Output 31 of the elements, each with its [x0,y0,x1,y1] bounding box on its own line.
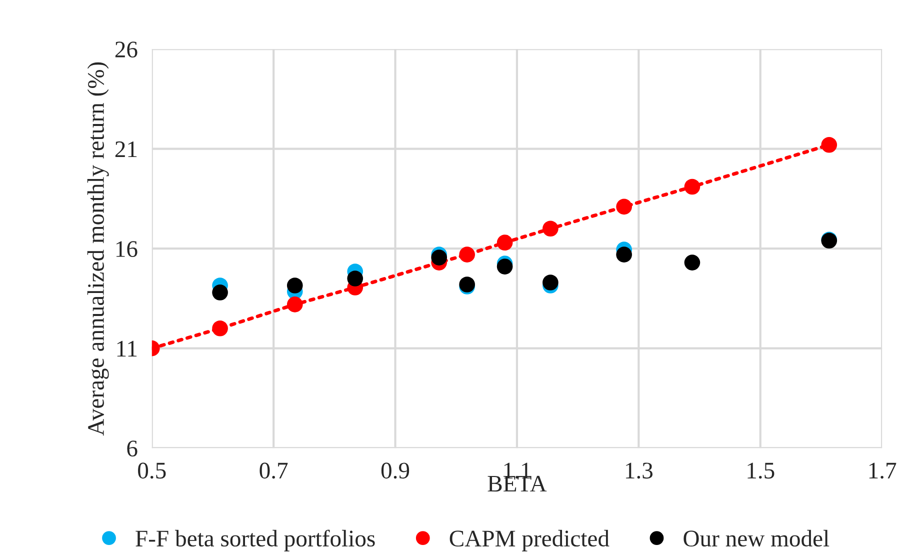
point [431,250,448,266]
point [684,178,700,195]
point [821,136,838,153]
point [496,234,513,251]
y-tick-label: 21 [115,141,137,158]
point [286,296,303,312]
point [496,258,513,274]
point [616,198,632,215]
x-tick-label: 0.9 [381,462,410,479]
point [286,278,303,294]
legend-label: Our new model [684,530,830,547]
point [684,254,700,270]
legend-label: F-F beta sorted portfolios [136,530,375,552]
point [542,220,558,237]
point [616,246,632,262]
point [459,246,475,262]
y-tick-label: 26 [115,42,138,58]
point [347,270,364,286]
point [212,284,228,300]
x-tick-label: 1.7 [869,462,896,479]
x-tick-label: 0.5 [138,462,166,479]
x-tick-label: 1.5 [748,462,774,479]
y-tick-label: 6 [127,440,138,456]
point [542,274,558,290]
y-tick-label: 16 [116,241,138,258]
y-tick-label: 11 [117,340,137,357]
y-axis-title: Average annualized monthly return (%) [87,62,109,436]
x-tick-label: 1.3 [626,462,653,479]
legend-label: CAPM predicted [450,530,610,552]
x-tick-label: 0.7 [260,462,288,479]
point [212,320,228,336]
